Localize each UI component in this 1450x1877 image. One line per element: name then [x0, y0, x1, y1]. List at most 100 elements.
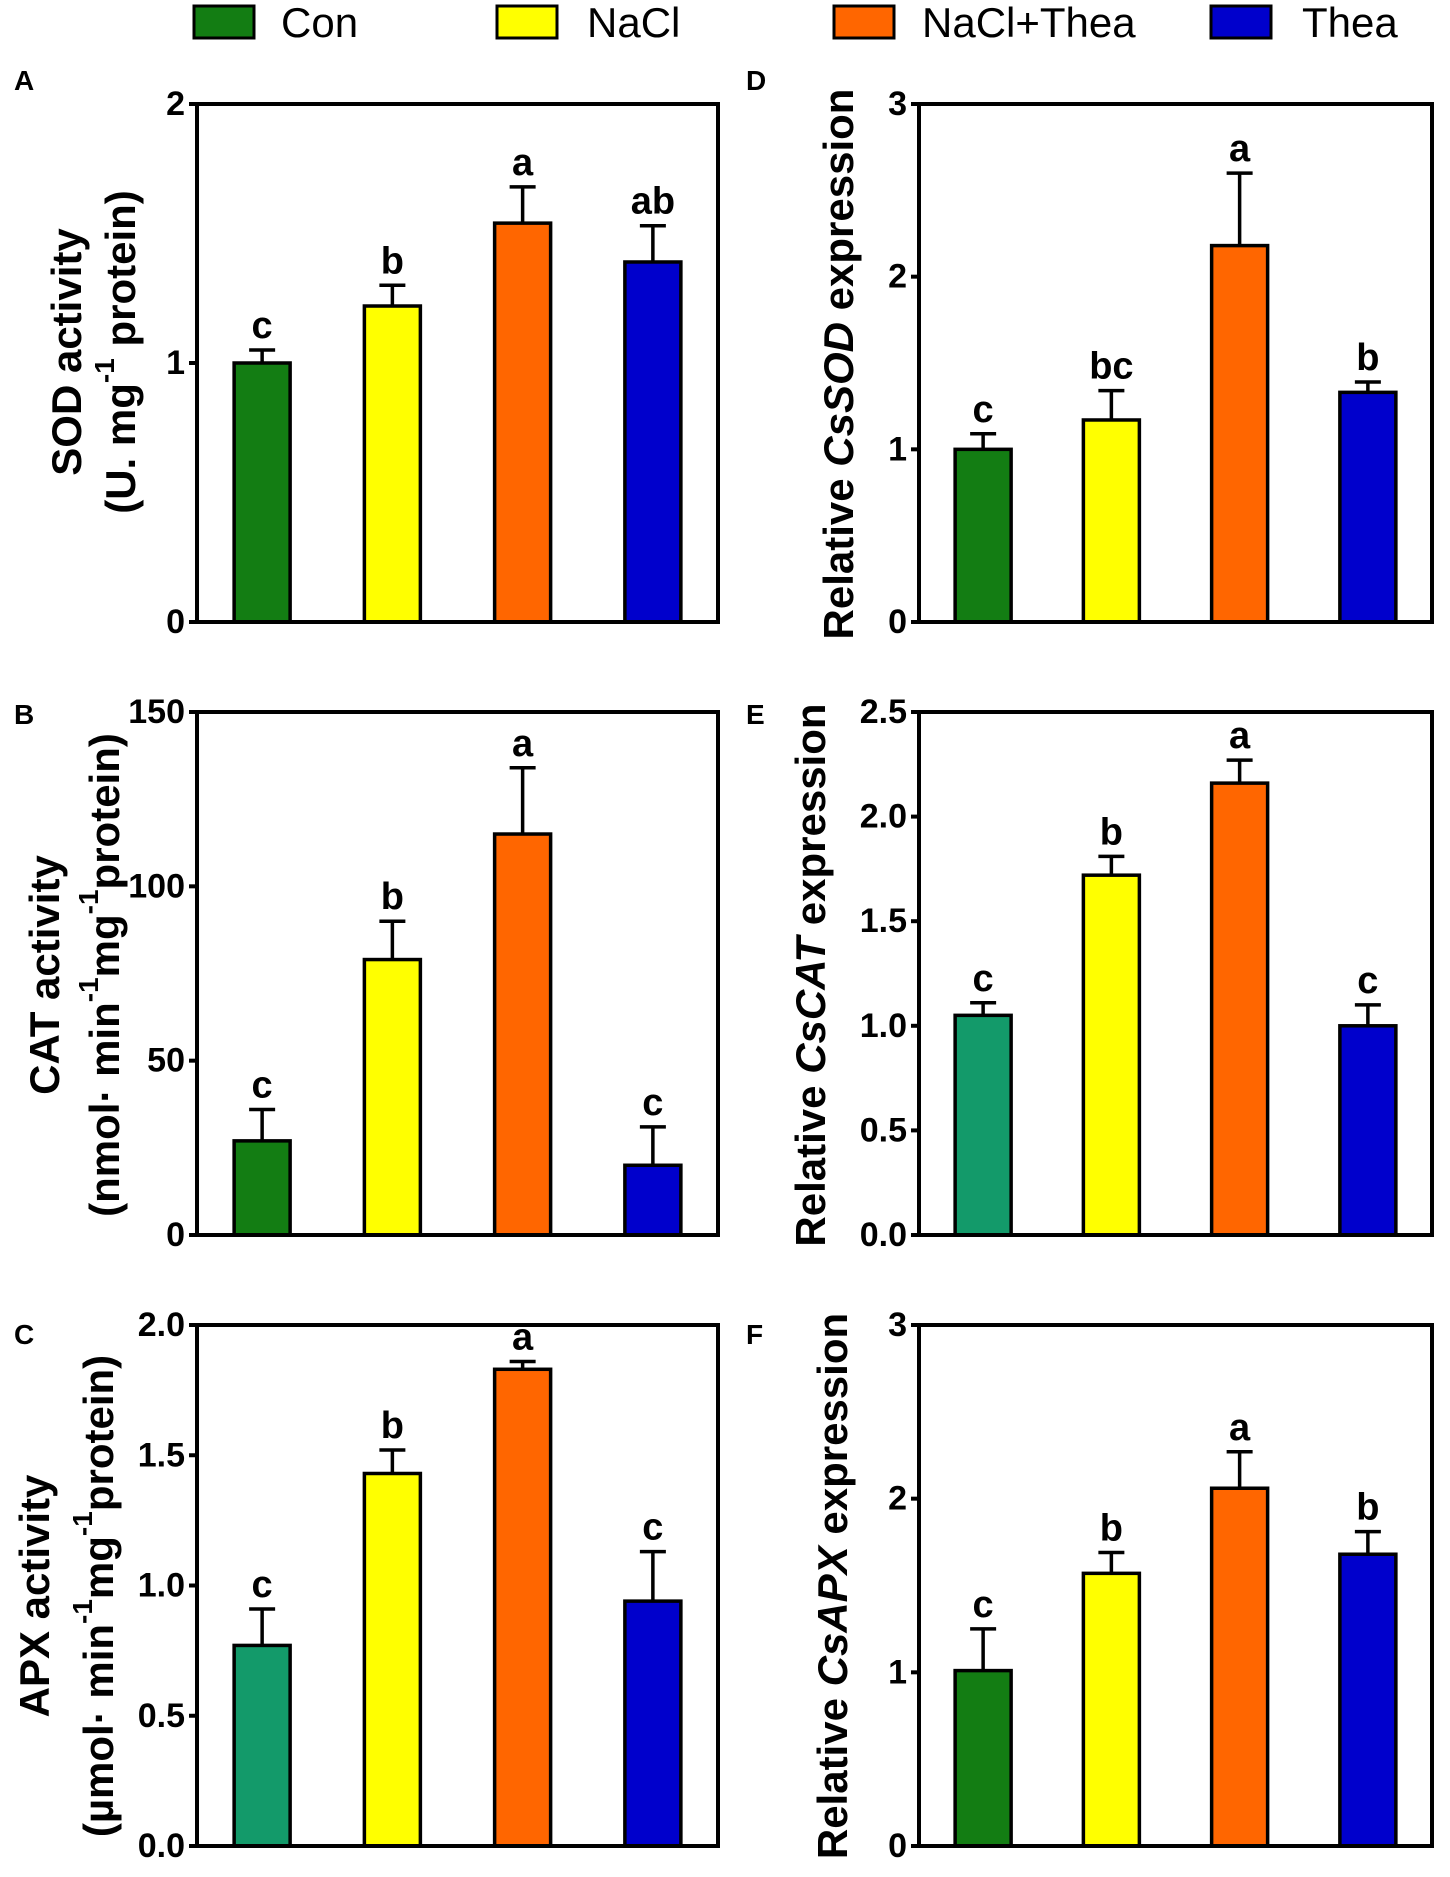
sig-letter-d-con: c: [973, 389, 994, 431]
y-tick-label-d-0: 0: [888, 603, 907, 641]
bar-f-nacl-thea: [1209, 1486, 1270, 1848]
bar-a-nacl: [362, 304, 423, 624]
y-tick-label-c-2: 1.0: [138, 1567, 185, 1605]
sig-letter-e-con: c: [973, 958, 994, 1000]
y-tick-label-c-1: 0.5: [138, 1697, 185, 1735]
bars-a: c b a ab: [232, 142, 683, 624]
y-tick-label-f-2: 2: [888, 1480, 907, 1518]
y-tick-label-e-3: 1.5: [860, 902, 907, 940]
y-axis-label-a-segment-2-2: -1: [89, 358, 120, 383]
bar-c-thea: [623, 1599, 683, 1848]
panel-label-b: B: [14, 699, 34, 730]
bar-e-nacl-thea: [1209, 781, 1270, 1237]
y-tick-label-e-2: 1.0: [860, 1007, 907, 1045]
sig-letter-e-thea: c: [1357, 960, 1378, 1002]
y-axis-label-e-segment-1-3: expression: [787, 703, 834, 936]
y-axis-label-a-segment-1-1: SOD activity: [43, 228, 90, 476]
y-axis-label-b-line-2: (nmol· min-1mg-1protein): [73, 733, 128, 1217]
sig-letter-b-nacl-thea: a: [512, 723, 534, 765]
sig-letter-d-thea: b: [1356, 337, 1379, 379]
plot-frame-f: [917, 1323, 1434, 1848]
bar-f-nacl: [1081, 1571, 1142, 1848]
sig-letter-c-nacl-thea: a: [512, 1316, 534, 1358]
y-tick-label-d-2: 2: [888, 258, 907, 296]
y-axis-label-c-segment-2-3: mg: [75, 1536, 122, 1599]
legend-swatch-thea: [1209, 4, 1273, 40]
bar-d-nacl-thea: [1209, 243, 1270, 624]
bar-b-con: [232, 1139, 292, 1237]
bars-c: c b a c: [232, 1316, 683, 1848]
y-axis-label-c-segment-2-1: (µmol· min: [75, 1624, 122, 1837]
legend-item-nacl-thea: NaCl+Thea: [832, 0, 1136, 46]
y-axis-label-b-line-1: CAT activity: [21, 855, 68, 1095]
y-axis-label-b-segment-2-2: -1: [73, 977, 104, 1002]
sig-letter-a-nacl-thea: a: [512, 142, 534, 184]
sig-letter-f-thea: b: [1356, 1487, 1379, 1529]
bar-a-nacl-thea: [492, 221, 553, 624]
sig-letter-f-con: c: [973, 1584, 994, 1626]
bar-d-nacl: [1081, 418, 1142, 624]
y-axis-label-e-segment-1-1: Relative: [787, 1074, 834, 1247]
y-axis-label-b-segment-2-3: mg: [81, 914, 128, 977]
y-tick-label-e-5: 2.5: [860, 693, 907, 731]
y-tick-label-f-0: 0: [888, 1827, 907, 1865]
y-axis-label-b-segment-2-4: -1: [73, 889, 104, 914]
y-axis-label-d-segment-1-2: CsSOD: [815, 322, 862, 467]
sig-letter-a-nacl: b: [381, 240, 404, 282]
legend-swatch-nacl: [495, 4, 559, 40]
y-tick-label-c-3: 1.5: [138, 1436, 185, 1474]
y-axis-label-c-line-1: APX activity: [11, 1474, 58, 1717]
y-tick-label-e-4: 2.0: [860, 798, 907, 836]
y-axis-label-b-segment-2-5: protein): [81, 733, 128, 889]
y-axis-label-f-segment-1-1: Relative: [809, 1686, 856, 1859]
sig-letter-d-nacl-thea: a: [1229, 128, 1251, 170]
y-axis-label-c-line-2: (µmol· min-1mg-1protein): [67, 1355, 122, 1837]
legend-label-nacl-thea: NaCl+Thea: [922, 0, 1136, 46]
y-axis-label-e-segment-1-2: CsCAT: [787, 934, 834, 1074]
y-axis-label-c-segment-2-5: protein): [75, 1355, 122, 1511]
y-tick-label-b-0: 0: [166, 1216, 185, 1254]
bar-c-nacl: [362, 1471, 423, 1848]
legend-swatch-nacl-thea: [832, 4, 896, 40]
sig-letter-e-nacl: b: [1100, 811, 1123, 853]
y-axis-label-e-line-1: Relative CsCAT expression: [787, 703, 834, 1246]
bar-b-thea: [623, 1163, 683, 1237]
y-axis-e: 0.0 0.5 1.0 1.5 2.0 2.5 Relative CsCAT express…: [787, 693, 919, 1254]
plot-frame-e: [917, 710, 1434, 1237]
bar-e-nacl: [1081, 873, 1142, 1237]
legend-item-thea: Thea: [1209, 0, 1398, 46]
bar-b-nacl-thea: [492, 832, 553, 1237]
y-tick-label-a-0: 0: [166, 603, 185, 641]
y-axis-label-c-segment-2-2: -1: [67, 1599, 98, 1624]
bars-f: c b a b: [953, 1407, 1398, 1848]
y-axis-label-c-segment-2-4: -1: [67, 1511, 98, 1536]
y-axis-label-f-segment-1-3: expression: [809, 1313, 856, 1546]
bar-e-thea: [1338, 1024, 1398, 1237]
bar-f-thea: [1338, 1552, 1398, 1848]
y-tick-label-f-1: 1: [888, 1653, 907, 1691]
y-tick-label-e-0: 0.0: [860, 1216, 907, 1254]
legend: Con NaCl NaCl+Thea Thea: [192, 0, 1398, 46]
y-axis-label-a-line-1: SOD activity: [43, 228, 90, 476]
y-axis-label-b-segment-2-1: (nmol· min: [81, 1002, 128, 1217]
legend-label-con: Con: [281, 0, 358, 46]
y-axis-f: 0 1 2 3 Relative CsAPX expression: [809, 1306, 919, 1865]
bars-b: c b a c: [232, 723, 683, 1237]
sig-letter-f-nacl: b: [1100, 1508, 1123, 1550]
y-tick-label-c-0: 0.0: [138, 1827, 185, 1865]
legend-swatch-con: [192, 4, 256, 40]
y-axis-label-d-segment-1-3: expression: [815, 89, 862, 322]
bar-e-con: [953, 1013, 1013, 1237]
y-axis-label-f-line-1: Relative CsAPX expression: [809, 1313, 856, 1859]
y-axis-d: 0 1 2 3 Relative CsSOD expression: [815, 85, 919, 641]
legend-label-nacl: NaCl: [587, 0, 680, 46]
sig-letter-b-con: c: [252, 1064, 273, 1106]
panel-a: Ac b a ab 0 1 2 SOD activity (U. mg-1 protein): [14, 65, 720, 641]
y-axis-label-d-segment-1-1: Relative: [815, 467, 862, 640]
